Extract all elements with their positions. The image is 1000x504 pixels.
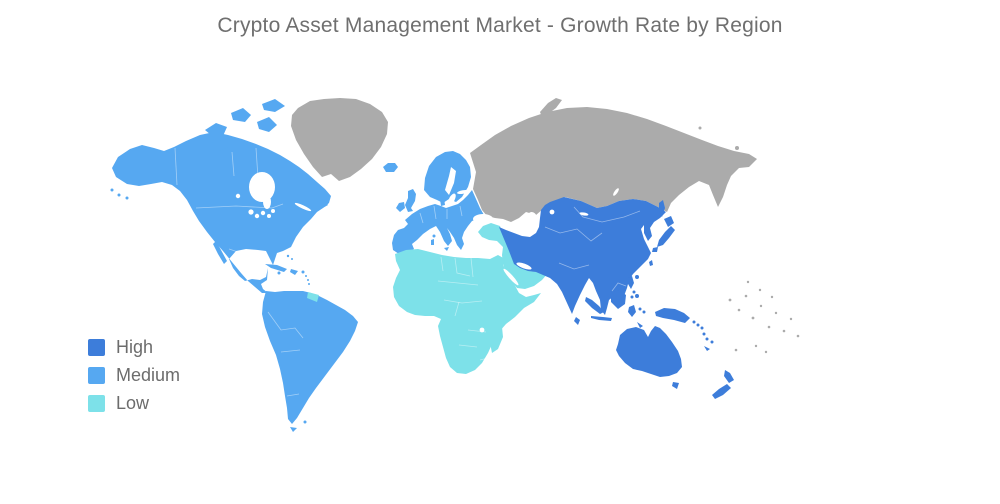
aral-sea <box>549 209 555 215</box>
lake-victoria <box>479 327 485 333</box>
james-bay <box>263 195 271 209</box>
map-layer-high <box>499 197 734 399</box>
region-caribbean <box>265 254 310 285</box>
legend-item-high: High <box>88 336 180 358</box>
region-great-britain <box>405 189 416 212</box>
region-sardinia <box>431 239 434 245</box>
region-borneo <box>611 290 626 309</box>
region-taiwan <box>649 260 653 266</box>
region-sicily <box>444 247 449 251</box>
region-new-guinea <box>655 308 690 323</box>
great-lake <box>271 209 275 213</box>
arctic-island-dot <box>598 134 602 138</box>
baltic-sea <box>448 193 456 205</box>
great-lake <box>254 213 260 219</box>
region-sakhalin <box>659 200 665 217</box>
arctic-island-dot <box>698 126 702 130</box>
gulf-of-finland <box>457 189 469 195</box>
legend-item-medium: Medium <box>88 364 180 386</box>
legend-label-high: High <box>116 337 154 357</box>
legend-swatch-low <box>88 394 105 412</box>
pacific-island-specks <box>728 280 800 354</box>
map-layer-medium <box>110 99 484 432</box>
lake-winnipeg <box>235 193 241 199</box>
legend-swatch-medium <box>88 366 105 384</box>
region-greenland <box>291 98 388 181</box>
region-europe-mainland <box>392 190 484 254</box>
region-hainan <box>635 275 639 279</box>
chart-title: Crypto Asset Management Market - Growth … <box>217 14 783 37</box>
st-lawrence <box>294 202 312 212</box>
region-south-america <box>262 291 358 424</box>
region-sulawesi <box>628 305 636 317</box>
lake-balkhash <box>579 212 589 216</box>
great-lake <box>267 214 271 218</box>
region-north-america <box>112 132 331 293</box>
region-solomons <box>692 320 704 330</box>
region-guianas <box>307 292 319 302</box>
black-sea <box>473 214 493 224</box>
great-lake <box>260 210 266 216</box>
region-ireland <box>396 202 405 212</box>
region-middle-east <box>478 223 548 289</box>
region-asia <box>499 197 666 315</box>
gulf-of-bothnia <box>445 167 456 195</box>
aleutian-islands <box>110 188 129 200</box>
arctic-island-dot <box>676 131 680 135</box>
region-newfoundland <box>316 199 328 209</box>
hudson-bay <box>249 172 275 202</box>
region-scandinavia <box>424 151 471 203</box>
red-sea <box>503 268 519 286</box>
region-sumatra <box>585 297 604 314</box>
caspian-sea <box>524 212 538 232</box>
map-layer-gray <box>291 98 800 354</box>
country-borders <box>174 147 641 397</box>
region-japan <box>652 216 675 252</box>
legend-label-low: Low <box>116 393 150 413</box>
region-russia <box>470 107 757 222</box>
region-madagascar <box>490 322 503 353</box>
legend-label-medium: Medium <box>116 365 181 385</box>
region-africa <box>393 249 541 374</box>
region-tierra-del-fuego <box>290 427 297 432</box>
lake-baikal <box>613 188 619 196</box>
region-corsica <box>432 234 436 238</box>
region-baja-california <box>213 241 227 264</box>
water-bodies <box>235 167 619 333</box>
legend-item-low: Low <box>88 392 180 414</box>
region-moluccas <box>637 307 646 328</box>
arctic-island-dot <box>735 146 739 150</box>
great-lake <box>248 209 254 215</box>
region-denmark <box>440 198 445 206</box>
region-vanuatu-fiji <box>702 332 714 344</box>
region-iceland <box>383 163 398 172</box>
map-layer-small-land <box>431 198 449 251</box>
arctic-island-dot <box>663 129 667 133</box>
gulf-of-aden <box>520 290 536 294</box>
region-new-zealand <box>712 370 734 399</box>
region-tasmania <box>672 382 679 389</box>
map-layer-low <box>307 223 548 374</box>
persian-gulf <box>516 262 532 270</box>
region-java <box>591 316 612 321</box>
legend: High Medium Low <box>88 336 180 420</box>
arctic-island-dot <box>588 131 592 135</box>
region-philippines <box>628 276 639 299</box>
legend-swatch-high <box>88 338 105 356</box>
region-australia <box>616 326 682 377</box>
region-falklands <box>303 420 307 424</box>
region-sri-lanka <box>574 317 580 325</box>
region-new-caledonia <box>704 346 710 351</box>
region-novaya-zemlya <box>540 98 562 117</box>
